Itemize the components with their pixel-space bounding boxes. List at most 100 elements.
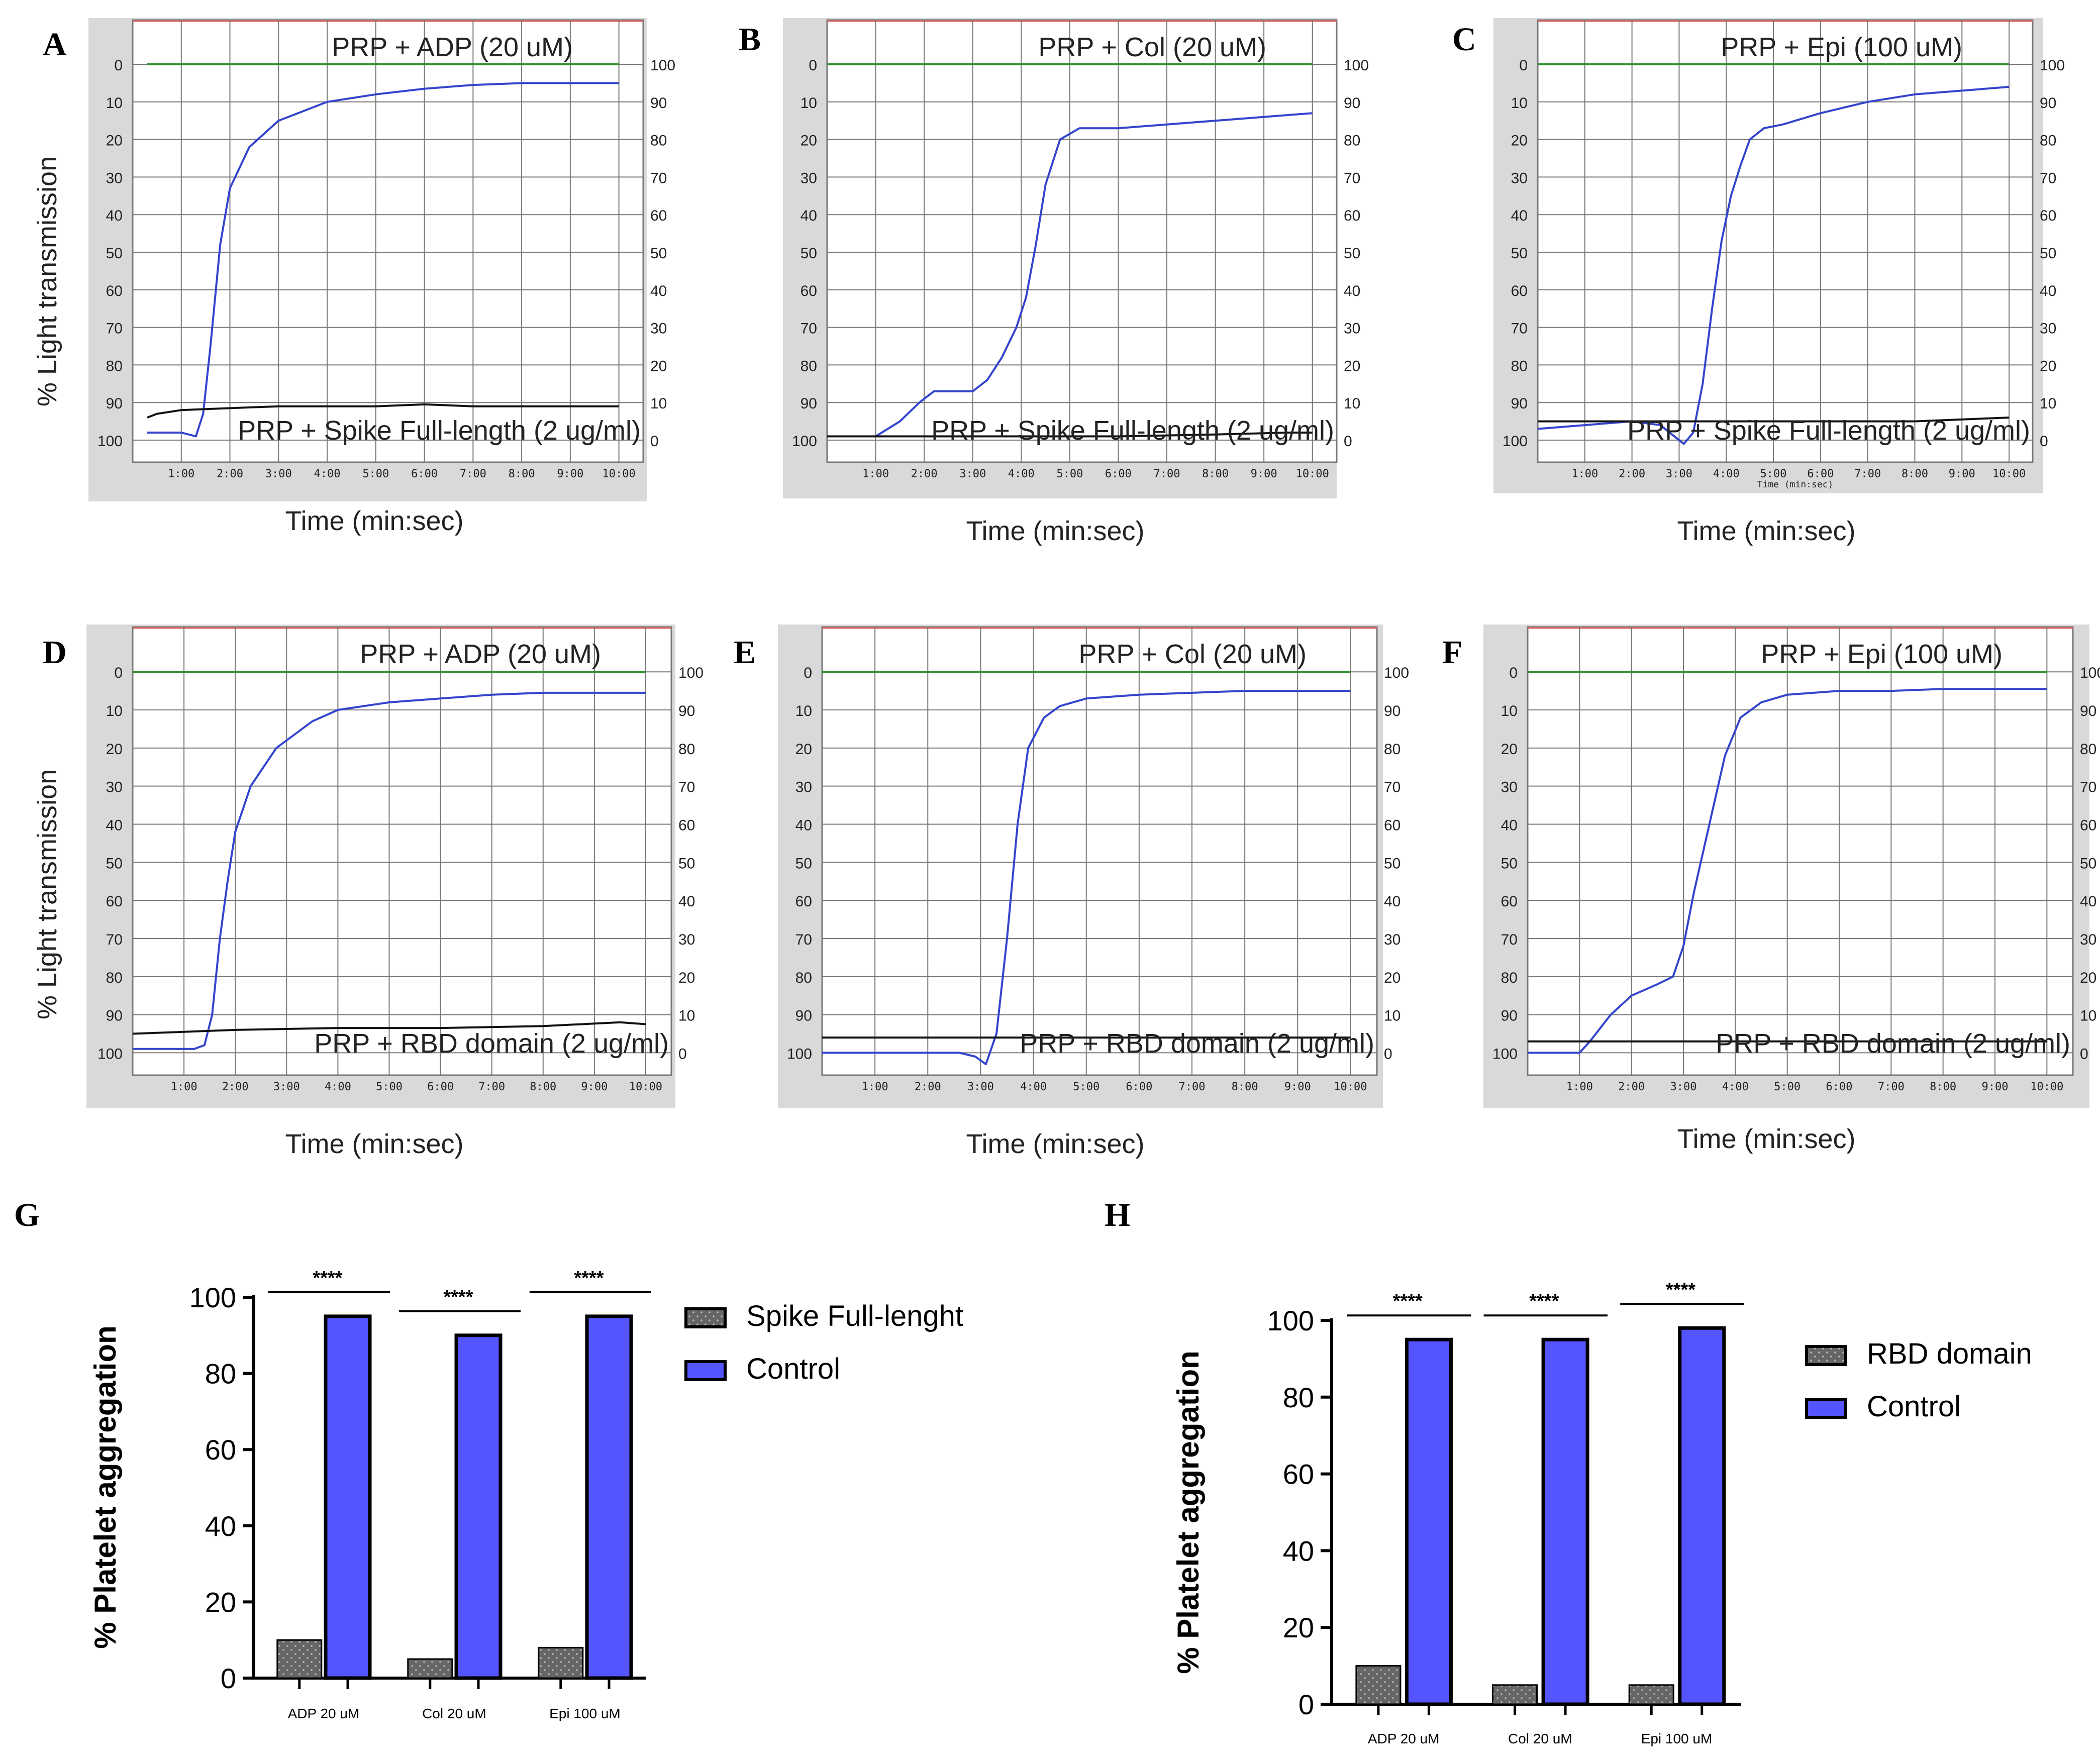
right-tick-label: 70 [650, 170, 667, 186]
plot-area [1537, 19, 2034, 463]
time-tick-label: 2:00 [1619, 468, 1645, 480]
left-tick-label: 80 [106, 358, 123, 374]
time-tick-label: 10:00 [1296, 468, 1329, 480]
time-tick-label: 7:00 [1854, 468, 1881, 480]
time-tick-label: 9:00 [1949, 468, 1975, 480]
right-tick-label: 40 [1344, 283, 1360, 299]
left-tick-label: 100 [792, 433, 817, 450]
right-tick-label: 90 [678, 703, 695, 719]
time-tick-label: 5:00 [1760, 468, 1787, 480]
agonist-label: PRP + Epi (100 uM) [1761, 639, 2003, 669]
time-tick-label: 9:00 [1982, 1081, 2009, 1093]
right-tick-label: 20 [2080, 970, 2096, 986]
right-tick-label: 0 [650, 433, 659, 450]
aggregation-panel-b: 0102030405060708090100100908070605040302… [739, 18, 1369, 546]
right-tick-label: 20 [1384, 970, 1401, 986]
legend-label: Control [1867, 1390, 1961, 1423]
right-tick-label: 60 [650, 208, 667, 224]
legend-swatch [1805, 1345, 1847, 1366]
left-tick-label: 100 [1492, 1046, 1518, 1062]
time-tick-label: 2:00 [915, 1081, 941, 1093]
y-axis-label: % Light transmission [32, 156, 62, 406]
time-tick-label: 8:00 [509, 468, 535, 480]
time-tick-label: 6:00 [1126, 1081, 1152, 1093]
left-tick-label: 30 [1501, 779, 1518, 796]
x-axis-label: Time (min:sec) [285, 506, 463, 536]
left-tick-label: 10 [106, 703, 123, 719]
treatment-label: PRP + RBD domain (2 ug/ml) [1020, 1028, 1374, 1059]
significance-stars: **** [313, 1268, 342, 1289]
time-tick-label: 1:00 [1571, 468, 1598, 480]
y-tick-label: 0 [221, 1663, 236, 1694]
left-tick-label: 80 [1501, 970, 1518, 986]
right-tick-label: 30 [2080, 931, 2096, 948]
time-tick-label: 10:00 [603, 468, 636, 480]
time-tick-label: 10:00 [1334, 1081, 1367, 1093]
time-tick-label: 8:00 [1202, 468, 1229, 480]
trace-spike [132, 1021, 646, 1035]
right-tick-label: 10 [1384, 1008, 1401, 1024]
category-label: Col 20 uM [422, 1706, 486, 1721]
aggregation-panel-f: 0102030405060708090100100908070605040302… [1442, 625, 2100, 1154]
right-tick-label: 10 [650, 395, 667, 412]
time-tick-label: 1:00 [1566, 1081, 1593, 1093]
bar-treated [276, 1639, 323, 1679]
y-tick-label: 20 [205, 1586, 236, 1618]
category-label: Epi 100 uM [1641, 1731, 1713, 1746]
left-tick-label: 20 [106, 133, 123, 149]
right-tick-label: 90 [1344, 95, 1360, 112]
time-tick-label: 7:00 [1179, 1081, 1206, 1093]
panel-letter: H [1105, 1197, 1130, 1233]
left-tick-label: 70 [106, 321, 123, 337]
right-tick-label: 30 [650, 321, 667, 337]
treatment-label: PRP + Spike Full-length (2 ug/ml) [238, 416, 641, 446]
right-tick-label: 50 [2080, 855, 2096, 872]
time-tick-label: 1:00 [862, 468, 889, 480]
plot-area [1527, 626, 2074, 1076]
legend-swatch [1805, 1398, 1847, 1419]
left-tick-label: 40 [1501, 817, 1518, 834]
bar-control [1405, 1337, 1453, 1706]
left-tick-label: 80 [1511, 358, 1528, 374]
panel-letter: E [734, 634, 756, 671]
trace-spike [1538, 417, 2010, 423]
right-tick-label: 20 [2040, 358, 2056, 374]
left-tick-label: 30 [1511, 170, 1528, 186]
right-tick-label: 10 [678, 1008, 695, 1024]
bar-treated [538, 1646, 584, 1679]
time-tick-label: 5:00 [376, 1081, 403, 1093]
right-tick-label: 60 [1344, 208, 1360, 224]
x-axis-label: Time (min:sec) [966, 1129, 1144, 1159]
left-tick-label: 100 [97, 1046, 123, 1062]
plot-area [132, 19, 644, 463]
right-tick-label: 100 [650, 57, 675, 74]
treatment-label: PRP + RBD domain (2 ug/ml) [314, 1028, 669, 1059]
right-tick-label: 100 [678, 665, 704, 681]
time-tick-label: 2:00 [1618, 1081, 1645, 1093]
left-tick-label: 0 [809, 57, 817, 74]
right-tick-label: 20 [1344, 358, 1360, 374]
x-axis-label: Time (min:sec) [1677, 1124, 1855, 1154]
right-tick-label: 90 [2040, 95, 2056, 112]
legend-label: RBD domain [1867, 1337, 2032, 1370]
left-tick-label: 10 [1511, 95, 1528, 112]
left-tick-label: 40 [106, 208, 123, 224]
right-tick-label: 70 [1344, 170, 1360, 186]
time-tick-label: 7:00 [1878, 1081, 1905, 1093]
panel-letter: A [43, 26, 67, 63]
right-tick-label: 80 [2080, 741, 2096, 758]
left-tick-label: 50 [1501, 855, 1518, 872]
right-tick-label: 90 [1384, 703, 1401, 719]
y-tick-label: 40 [205, 1510, 236, 1542]
legend-label: Control [746, 1353, 840, 1385]
time-tick-label: 10:00 [1992, 468, 2026, 480]
time-tick-label: 10:00 [2030, 1081, 2063, 1093]
x-axis-label: Time (min:sec) [1677, 516, 1855, 546]
time-tick-label: 3:00 [1670, 1081, 1697, 1093]
category-label: ADP 20 uM [288, 1706, 360, 1721]
left-tick-label: 40 [106, 817, 123, 834]
right-tick-label: 100 [1384, 665, 1409, 681]
left-tick-label: 10 [801, 95, 817, 112]
y-tick-label: 80 [205, 1358, 236, 1390]
bar-control [454, 1333, 503, 1680]
